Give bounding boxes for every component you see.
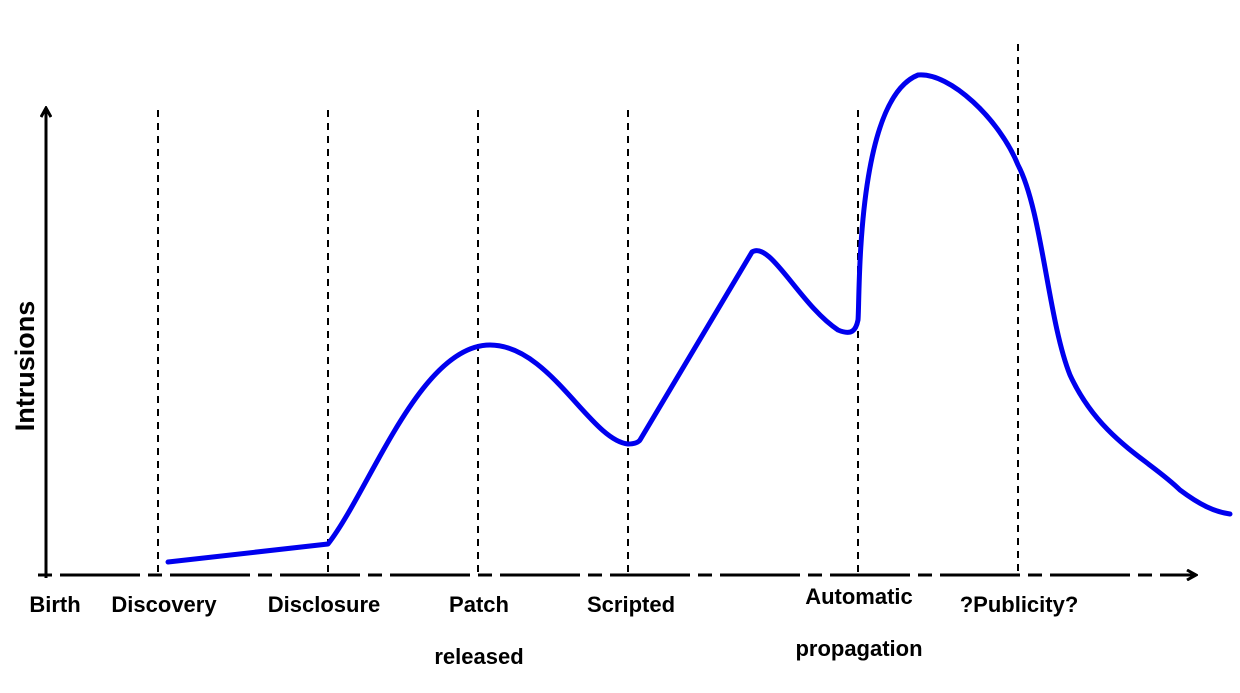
phase-label-birth: Birth [29,592,80,617]
phase-label-released: released [434,644,523,669]
phase-label-discovery: Discovery [111,592,217,617]
phase-label-publicity: ?Publicity? [960,592,1079,617]
phase-label-scripted: Scripted [587,592,675,617]
phase-label-automatic: Automatic [805,584,913,609]
phase-labels: Birth Discovery Disclosure Patch release… [29,584,1078,669]
y-axis-label: Intrusions [10,301,40,432]
phase-label-disclosure: Disclosure [268,592,381,617]
phase-label-patch: Patch [449,592,509,617]
intrusions-curve [165,72,1233,565]
phase-label-propagation: propagation [795,636,922,661]
phase-guides [157,44,1019,575]
